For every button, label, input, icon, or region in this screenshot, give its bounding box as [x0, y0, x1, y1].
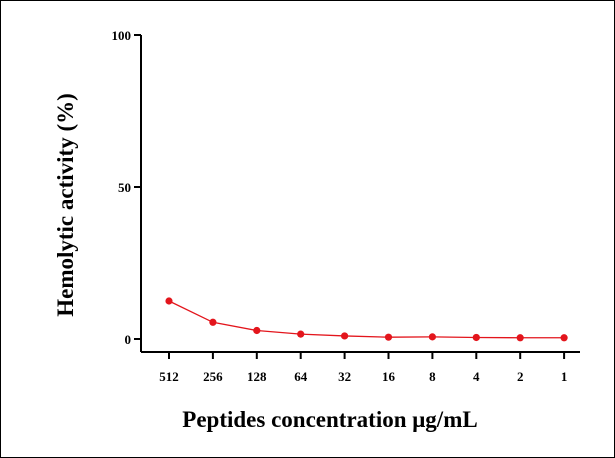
x-tick-label: 8 — [429, 369, 436, 384]
data-point — [165, 297, 173, 305]
data-point — [516, 334, 524, 342]
y-tick-label: 50 — [118, 180, 131, 195]
y-tick-label: 100 — [112, 28, 132, 43]
data-point — [253, 326, 261, 335]
axes — [140, 35, 580, 353]
x-tick-label: 512 — [159, 369, 179, 384]
x-tick-label: 1 — [561, 369, 568, 384]
x-ticks: 512 256 128 64 32 16 8 4 2 1 — [159, 352, 567, 384]
x-tick-label: 256 — [203, 369, 223, 384]
x-axis-title: Peptides concentration μg/mL — [182, 407, 477, 432]
x-tick-label: 64 — [294, 369, 308, 384]
x-tick-label: 16 — [382, 369, 396, 384]
x-tick-label: 4 — [473, 369, 480, 384]
x-tick-label: 2 — [517, 369, 524, 384]
data-point — [472, 333, 480, 342]
series-line — [168, 300, 565, 339]
data-point — [560, 334, 568, 342]
data-point — [428, 333, 436, 341]
x-tick-label: 32 — [338, 369, 351, 384]
data-point — [341, 332, 349, 340]
series-layer — [165, 297, 568, 342]
y-tick-label: 0 — [125, 332, 132, 347]
y-ticks: 0 50 100 — [112, 28, 141, 347]
data-point — [209, 318, 217, 326]
y-axis-title: Hemolytic activity (%) — [53, 93, 78, 317]
data-point — [297, 330, 305, 338]
data-point — [384, 333, 393, 341]
x-tick-label: 128 — [247, 369, 267, 384]
